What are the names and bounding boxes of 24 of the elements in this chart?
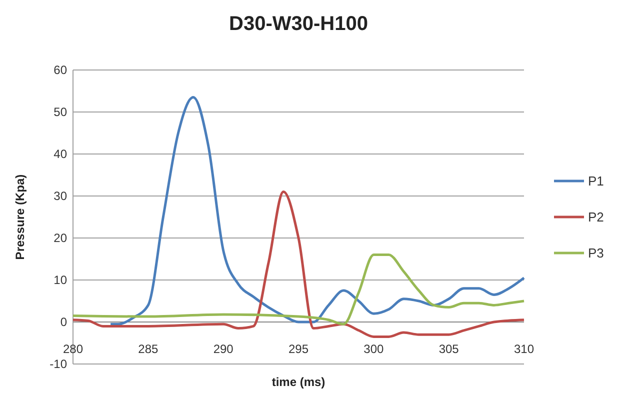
x-tick-label: 290 [213, 342, 234, 356]
x-tick-label: 300 [364, 342, 384, 356]
line-series [109, 96, 526, 326]
x-tick-label: 285 [138, 342, 158, 356]
y-tick-label: 40 [54, 147, 68, 162]
y-tick-label: 10 [54, 273, 68, 288]
line-series [72, 254, 526, 326]
y-tick-label: 60 [54, 63, 68, 78]
x-axis-title: time (ms) [272, 375, 326, 389]
y-tick-label: 30 [54, 189, 68, 204]
line-series [72, 190, 526, 338]
x-tick-label: 310 [514, 342, 534, 356]
legend-label: P3 [588, 246, 604, 261]
y-tick-label: -10 [50, 357, 68, 372]
y-tick-label: 0 [60, 315, 68, 330]
y-axis-title: Pressure (Kpa) [13, 174, 27, 260]
x-tick-label: 280 [62, 342, 84, 356]
legend-label: P1 [588, 174, 604, 189]
legend-label: P2 [588, 210, 604, 225]
x-tick-label: 295 [288, 342, 309, 356]
y-tick-label: 50 [54, 105, 68, 120]
x-tick-label: 305 [438, 342, 460, 356]
y-tick-label: 20 [54, 231, 68, 246]
chart-title: D30-W30-H100 [229, 13, 368, 35]
